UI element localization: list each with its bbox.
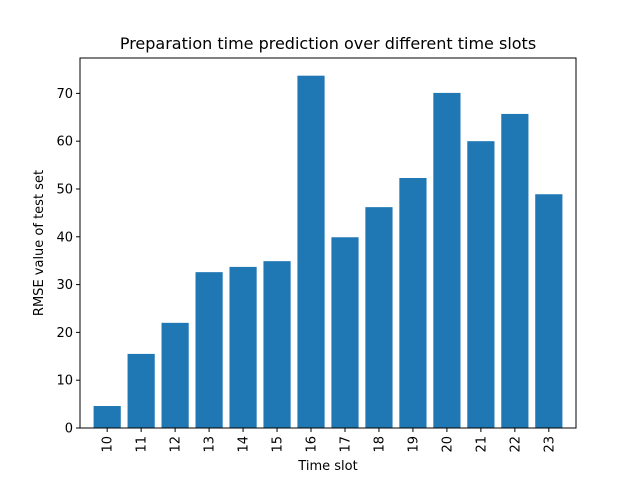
x-axis: 10 11 12 13 14 15 16 17 18 19 20 21 22 23 (101, 428, 557, 453)
bar-17 (331, 237, 359, 428)
y-tick-label: 40 (56, 230, 73, 245)
x-tick-label: 13 (203, 436, 218, 453)
bar-18 (365, 207, 393, 428)
bar-11 (127, 353, 155, 428)
bar-22 (501, 113, 529, 429)
x-tick-label: 14 (237, 436, 252, 453)
bar-21 (467, 141, 495, 428)
bar-14 (229, 266, 257, 428)
y-tick-label: 60 (56, 135, 73, 150)
x-tick-label: 15 (271, 436, 286, 453)
y-tick-label: 10 (56, 374, 73, 389)
chart-title: Preparation time prediction over differe… (120, 34, 536, 53)
y-tick-label: 70 (56, 87, 73, 102)
x-tick-label: 22 (508, 436, 523, 453)
bar-16 (297, 75, 325, 428)
y-axis-label: RMSE value of test set (32, 170, 47, 316)
x-axis-label: Time slot (297, 459, 357, 474)
x-tick-label: 12 (169, 436, 184, 453)
bar-19 (399, 177, 427, 428)
bars-group (93, 75, 563, 429)
bar-10 (93, 406, 121, 428)
x-tick-label: 23 (542, 436, 557, 453)
bar-13 (195, 272, 223, 428)
bar-23 (535, 194, 563, 428)
x-tick-label: 21 (474, 436, 489, 453)
bar-20 (433, 92, 461, 429)
y-tick-label: 30 (56, 278, 73, 293)
bar-15 (263, 261, 291, 428)
x-tick-label: 18 (372, 436, 387, 453)
x-tick-label: 19 (406, 436, 421, 453)
x-tick-label: 20 (440, 436, 455, 453)
bar-12 (161, 322, 189, 428)
plot-area-frame (79, 57, 577, 429)
x-tick-label: 16 (305, 436, 320, 453)
y-tick-label: 20 (56, 326, 73, 341)
y-axis: 0 10 20 30 40 50 60 70 (56, 87, 80, 437)
y-tick-label: 50 (56, 182, 73, 197)
x-tick-label: 17 (338, 436, 353, 453)
x-tick-label: 11 (135, 436, 150, 453)
y-tick-label: 0 (65, 422, 73, 437)
x-tick-label: 10 (101, 436, 116, 453)
